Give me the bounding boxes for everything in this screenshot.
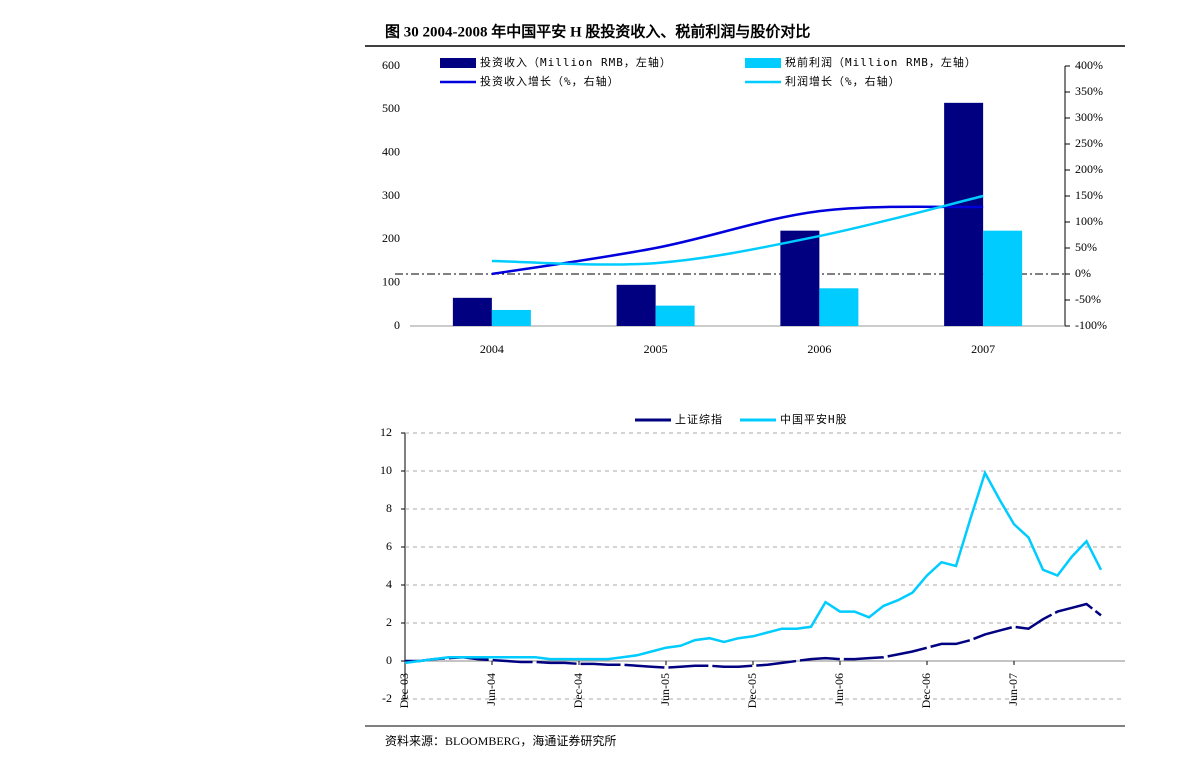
y2-tick-label: 200% <box>1075 162 1103 176</box>
bar <box>655 305 695 326</box>
x-tick-label: Dec-06 <box>919 673 933 708</box>
y-tick-label: -2 <box>382 691 392 705</box>
y2-tick-label: 400% <box>1075 58 1103 72</box>
y2-tick-label: 100% <box>1075 214 1103 228</box>
x-tick-label: Jun-07 <box>1006 673 1020 706</box>
source: 资料来源：BLOOMBERG，海通证券研究所 <box>385 733 616 748</box>
bar <box>780 230 820 326</box>
y-tick-label: 10 <box>380 463 392 477</box>
x-tick-label: 2005 <box>644 342 668 356</box>
y-tick-label: 4 <box>386 577 392 591</box>
y-tick-label: 0 <box>386 653 392 667</box>
legend-label: 投资收入增长（%，右轴） <box>480 74 620 88</box>
legend-label: 税前利润（Million RMB，左轴） <box>785 55 977 69</box>
y-tick-label: 8 <box>386 501 392 515</box>
legend-swatch <box>745 58 781 68</box>
line <box>491 194 984 266</box>
x-tick-label: Dec-05 <box>745 673 759 708</box>
y-tick-label: 500 <box>382 101 400 115</box>
x-tick-label: 2004 <box>480 342 504 356</box>
y-tick-label: 0 <box>394 318 400 332</box>
x-tick-label: Dec-03 <box>397 673 411 708</box>
legend-label: 中国平安H股 <box>780 412 848 426</box>
y2-tick-label: -50% <box>1075 292 1101 306</box>
y2-tick-label: 150% <box>1075 188 1103 202</box>
y-tick-label: 300 <box>382 188 400 202</box>
x-tick-label: Jun-05 <box>658 673 672 706</box>
y-tick-label: 6 <box>386 539 392 553</box>
x-tick-label: 2007 <box>971 342 995 356</box>
bar <box>491 309 531 326</box>
bar <box>616 284 656 326</box>
bar <box>452 297 492 326</box>
legend-label: 上证综指 <box>675 412 723 426</box>
y2-tick-label: 0% <box>1075 266 1091 280</box>
y-tick-label: 600 <box>382 58 400 72</box>
x-tick-label: Jun-06 <box>832 673 846 706</box>
y2-tick-label: -100% <box>1075 318 1107 332</box>
line <box>405 602 1102 669</box>
x-tick-label: Jun-04 <box>484 673 498 706</box>
y2-tick-label: 350% <box>1075 84 1103 98</box>
x-tick-label: Dec-04 <box>571 673 585 708</box>
y-tick-label: 100 <box>382 274 400 288</box>
y2-tick-label: 300% <box>1075 110 1103 124</box>
x-tick-label: 2006 <box>807 342 831 356</box>
y-tick-label: 12 <box>380 425 392 439</box>
figure-title: 图 30 2004-2008 年中国平安 H 股投资收入、税前利润与股价对比 <box>385 22 810 40</box>
legend-label: 投资收入（Million RMB，左轴） <box>480 55 672 69</box>
bar <box>944 102 984 326</box>
bar <box>819 288 859 326</box>
y-tick-label: 400 <box>382 144 400 158</box>
line <box>404 469 1103 665</box>
y-tick-label: 2 <box>386 615 392 629</box>
legend-label: 利润增长（%，右轴） <box>785 74 901 88</box>
bar <box>983 230 1023 326</box>
y2-tick-label: 50% <box>1075 240 1097 254</box>
legend-swatch <box>440 58 476 68</box>
y2-tick-label: 250% <box>1075 136 1103 150</box>
y-tick-label: 200 <box>382 231 400 245</box>
